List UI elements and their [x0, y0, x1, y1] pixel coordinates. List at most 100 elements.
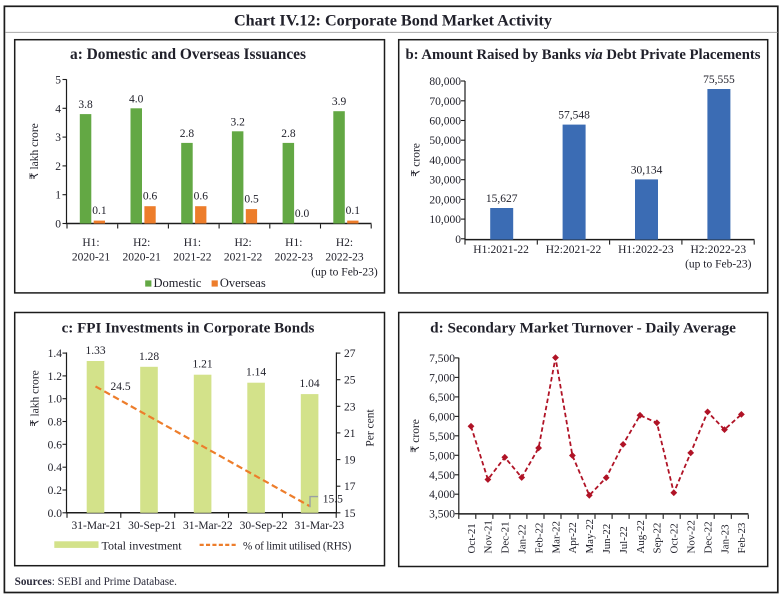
- svg-text:4: 4: [55, 103, 61, 115]
- svg-text:0.4: 0.4: [48, 462, 63, 474]
- svg-text:30-Sep-21: 30-Sep-21: [128, 520, 176, 532]
- svg-text:19: 19: [344, 455, 356, 467]
- svg-text:2021-22: 2021-22: [224, 252, 263, 264]
- svg-text:75,555: 75,555: [703, 74, 735, 86]
- svg-text:1.21: 1.21: [193, 359, 213, 371]
- svg-text:1.14: 1.14: [246, 367, 266, 379]
- svg-text:20,000: 20,000: [429, 194, 461, 206]
- svg-text:₹ lakh crore: ₹ lakh crore: [30, 370, 42, 426]
- svg-text:Jan-22: Jan-22: [517, 524, 529, 553]
- svg-text:4,500: 4,500: [429, 470, 455, 482]
- svg-text:c: FPI Investments in Corporat: c: FPI Investments in Corporate Bonds: [62, 320, 315, 336]
- svg-text:27: 27: [344, 348, 356, 360]
- svg-text:H2:: H2:: [133, 237, 150, 249]
- svg-text:Total investment: Total investment: [102, 538, 183, 552]
- svg-text:₹ crore: ₹ crore: [411, 143, 423, 177]
- svg-text:6,000: 6,000: [429, 411, 455, 423]
- svg-text:21: 21: [344, 428, 356, 440]
- svg-text:0.1: 0.1: [346, 205, 361, 217]
- svg-text:15.5: 15.5: [323, 494, 343, 506]
- svg-text:₹ crore: ₹ crore: [410, 419, 422, 453]
- svg-text:0.8: 0.8: [48, 417, 63, 429]
- svg-text:2020-21: 2020-21: [123, 252, 162, 264]
- svg-text:Feb-23: Feb-23: [736, 522, 748, 553]
- svg-text:0.2: 0.2: [48, 485, 63, 497]
- svg-text:2020-21: 2020-21: [72, 252, 111, 264]
- svg-text:24.5: 24.5: [111, 381, 131, 393]
- svg-text:Jan-23: Jan-23: [719, 524, 731, 554]
- svg-text:Jul-22: Jul-22: [618, 526, 630, 553]
- svg-text:0.6: 0.6: [194, 191, 209, 203]
- svg-text:31-Mar-22: 31-Mar-22: [183, 520, 233, 532]
- svg-text:Sources: SEBI and Prime Databa: Sources: SEBI and Prime Database.: [15, 576, 178, 588]
- svg-text:0.0: 0.0: [295, 208, 310, 220]
- svg-text:Jun-22: Jun-22: [601, 524, 613, 554]
- svg-text:50,000: 50,000: [429, 135, 461, 147]
- svg-text:1.0: 1.0: [48, 394, 63, 406]
- svg-text:0: 0: [455, 234, 461, 246]
- svg-text:1: 1: [55, 190, 61, 202]
- svg-text:57,548: 57,548: [558, 110, 590, 122]
- svg-text:15,627: 15,627: [486, 193, 518, 205]
- svg-text:Oct-22: Oct-22: [669, 523, 681, 553]
- svg-text:2022-23: 2022-23: [275, 252, 314, 264]
- svg-text:2: 2: [55, 161, 61, 173]
- svg-text:Dec-21: Dec-21: [500, 521, 512, 553]
- svg-text:2021-22: 2021-22: [173, 252, 212, 264]
- svg-text:2.8: 2.8: [281, 128, 296, 140]
- svg-text:(up to Feb-23): (up to Feb-23): [311, 267, 378, 279]
- svg-text:40,000: 40,000: [429, 155, 461, 167]
- svg-text:H2:2022-23: H2:2022-23: [691, 244, 747, 256]
- svg-text:5: 5: [55, 75, 61, 87]
- svg-text:H1:: H1:: [184, 237, 201, 249]
- svg-text:2.8: 2.8: [180, 128, 195, 140]
- svg-text:Overseas: Overseas: [220, 276, 266, 290]
- svg-text:% of limit utilised (RHS): % of limit utilised (RHS): [243, 540, 352, 552]
- svg-text:7,500: 7,500: [429, 353, 455, 365]
- svg-text:0: 0: [55, 219, 61, 231]
- svg-text:H2:: H2:: [336, 237, 353, 249]
- svg-text:1.04: 1.04: [300, 378, 320, 390]
- svg-text:80,000: 80,000: [429, 76, 461, 88]
- svg-text:H1:: H1:: [82, 237, 99, 249]
- svg-text:31-Mar-21: 31-Mar-21: [72, 520, 122, 532]
- svg-text:b: Amount Raised by Banks via: b: Amount Raised by Banks via Debt Priva…: [406, 47, 761, 63]
- svg-text:₹ lakh crore: ₹ lakh crore: [29, 123, 41, 179]
- svg-text:10,000: 10,000: [429, 214, 461, 226]
- svg-text:5,500: 5,500: [429, 431, 455, 443]
- svg-text:70,000: 70,000: [429, 96, 461, 108]
- svg-text:H2:2021-22: H2:2021-22: [546, 244, 602, 256]
- svg-text:a: Domestic and Overseas Issua: a: Domestic and Overseas Issuances: [70, 46, 306, 63]
- svg-text:Mar-22: Mar-22: [550, 521, 562, 553]
- svg-text:H1:2021-22: H1:2021-22: [473, 244, 529, 256]
- svg-text:4,000: 4,000: [429, 489, 455, 501]
- svg-text:3.8: 3.8: [78, 99, 93, 111]
- svg-text:15: 15: [344, 508, 356, 520]
- svg-text:1.2: 1.2: [48, 371, 63, 383]
- svg-text:H1:: H1:: [285, 237, 302, 249]
- svg-text:Domestic: Domestic: [154, 276, 202, 290]
- svg-text:(up to Feb-23): (up to Feb-23): [685, 259, 752, 271]
- svg-text:17: 17: [344, 481, 356, 493]
- svg-text:3,500: 3,500: [429, 509, 455, 521]
- svg-text:5,000: 5,000: [429, 450, 455, 462]
- svg-text:Apr-22: Apr-22: [567, 522, 579, 553]
- svg-text:30,000: 30,000: [429, 175, 461, 187]
- svg-text:0.6: 0.6: [143, 191, 158, 203]
- svg-text:Chart IV.12: Corporate Bond Ma: Chart IV.12: Corporate Bond Market Activ…: [234, 11, 552, 29]
- svg-text:7,000: 7,000: [429, 372, 455, 384]
- svg-text:Feb-22: Feb-22: [533, 523, 545, 554]
- svg-text:2022-23: 2022-23: [325, 252, 364, 264]
- svg-text:3: 3: [55, 132, 61, 144]
- svg-text:6,500: 6,500: [429, 392, 455, 404]
- svg-text:H1:2022-23: H1:2022-23: [618, 244, 674, 256]
- svg-text:0.1: 0.1: [92, 205, 107, 217]
- svg-text:23: 23: [344, 401, 356, 413]
- svg-text:4.0: 4.0: [129, 93, 144, 105]
- svg-text:0.0: 0.0: [48, 508, 63, 520]
- svg-text:Per cent: Per cent: [365, 409, 377, 447]
- svg-text:Nov-22: Nov-22: [686, 520, 698, 553]
- svg-text:30-Sep-22: 30-Sep-22: [240, 520, 288, 532]
- svg-text:Sep-22: Sep-22: [652, 523, 664, 554]
- svg-text:May-22: May-22: [584, 519, 596, 553]
